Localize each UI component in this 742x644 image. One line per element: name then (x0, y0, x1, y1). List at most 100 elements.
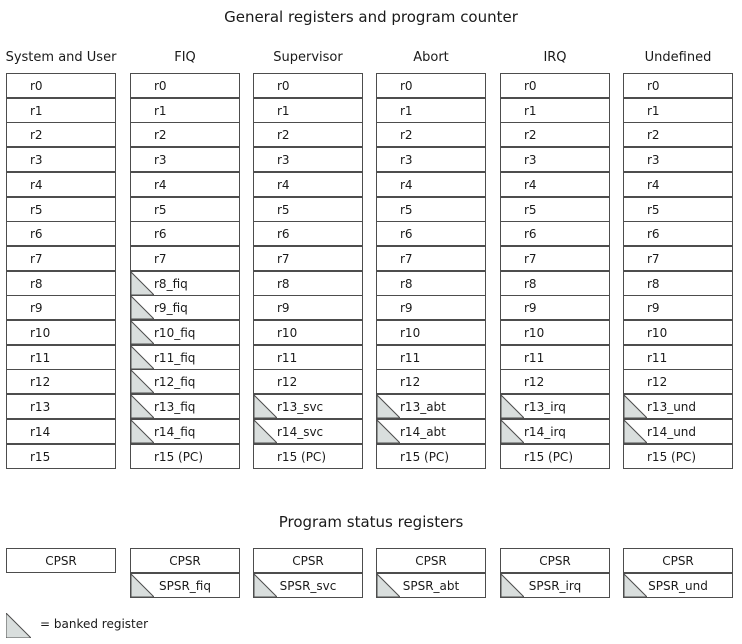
register-label: r6 (277, 227, 290, 241)
register-cell: r12 (623, 369, 733, 394)
register-label: r3 (30, 153, 43, 167)
register-label: r9 (400, 301, 413, 315)
register-label: r3 (277, 153, 290, 167)
register-label: r14_svc (277, 425, 324, 439)
register-cell: r14 (6, 419, 116, 444)
register-label: r9 (277, 301, 290, 315)
register-label: r13 (30, 400, 51, 414)
register-cell: r11 (6, 345, 116, 370)
register-label: r10 (30, 326, 51, 340)
register-label: r15 (30, 450, 51, 464)
register-label: r6 (400, 227, 413, 241)
status-registers-title: Program status registers (278, 513, 464, 531)
banked-register-cell: r8_fiq (130, 271, 240, 296)
cpsr-label: CPSR (45, 554, 77, 568)
register-cell: r1 (623, 98, 733, 123)
banked-register-cell: r13_svc (253, 394, 363, 419)
register-cell: r1 (500, 98, 610, 123)
register-label: r14_abt (400, 425, 446, 439)
register-label: r2 (30, 128, 43, 142)
cpsr-label: CPSR (292, 554, 324, 568)
register-cell: r3 (130, 147, 240, 172)
register-label: r8 (400, 277, 413, 291)
register-label: r8_fiq (154, 277, 188, 291)
register-label: r7 (154, 252, 167, 266)
register-label: r1 (154, 104, 167, 118)
register-label: r11 (647, 351, 668, 365)
register-label: r1 (30, 104, 43, 118)
legend-label: = banked register (40, 617, 149, 631)
register-cell: r4 (623, 172, 733, 197)
banked-triangle-icon (501, 574, 524, 597)
legend-banked-swatch (6, 613, 31, 638)
banked-register-cell: r13_abt (376, 394, 486, 419)
register-cell: r2 (6, 122, 116, 147)
register-label: r15 (PC) (400, 450, 449, 464)
banked-triangle-icon (131, 420, 154, 443)
register-cell: r10 (623, 320, 733, 345)
mode-header: Undefined (644, 50, 712, 65)
banked-triangle-icon (501, 395, 524, 418)
register-cell: r2 (130, 122, 240, 147)
register-label: r1 (647, 104, 660, 118)
register-label: r1 (524, 104, 537, 118)
register-cell: r13 (6, 394, 116, 419)
register-cell: r5 (500, 197, 610, 222)
register-label: r2 (154, 128, 167, 142)
register-cell: r12 (253, 369, 363, 394)
register-cell: r15 (PC) (500, 444, 610, 469)
spsr-cell: SPSR_svc (253, 573, 363, 598)
register-cell: r8 (253, 271, 363, 296)
register-label: r2 (647, 128, 660, 142)
banked-triangle-icon (254, 574, 277, 597)
register-cell: r7 (253, 246, 363, 271)
banked-triangle-icon (131, 346, 154, 369)
banked-triangle-icon (377, 574, 400, 597)
cpsr-label: CPSR (539, 554, 571, 568)
register-cell: r1 (253, 98, 363, 123)
register-label: r11 (30, 351, 51, 365)
register-cell: r6 (500, 221, 610, 246)
banked-register-cell: r14_irq (500, 419, 610, 444)
register-cell: r0 (376, 73, 486, 98)
register-cell: r8 (500, 271, 610, 296)
register-cell: r8 (6, 271, 116, 296)
spsr-cell: SPSR_irq (500, 573, 610, 598)
register-cell: r0 (130, 73, 240, 98)
register-cell: r5 (623, 197, 733, 222)
register-cell: r12 (376, 369, 486, 394)
register-label: r14 (30, 425, 51, 439)
spsr-label: SPSR_und (648, 579, 708, 593)
register-label: r4 (647, 178, 660, 192)
register-label: r15 (PC) (647, 450, 696, 464)
spsr-label: SPSR_abt (402, 579, 460, 593)
register-cell: r3 (6, 147, 116, 172)
register-label: r13_abt (400, 400, 446, 414)
banked-triangle-icon (377, 395, 400, 418)
register-label: r9 (30, 301, 43, 315)
register-cell: r15 (PC) (376, 444, 486, 469)
register-cell: r9 (500, 295, 610, 320)
register-cell: r7 (623, 246, 733, 271)
banked-triangle-icon (6, 613, 31, 638)
banked-register-cell: r11_fiq (130, 345, 240, 370)
register-cell: r10 (253, 320, 363, 345)
register-cell: r6 (623, 221, 733, 246)
register-cell: r11 (500, 345, 610, 370)
register-label: r7 (30, 252, 43, 266)
register-label: r5 (30, 203, 43, 217)
register-cell: r10 (6, 320, 116, 345)
register-cell: r5 (6, 197, 116, 222)
register-cell: r4 (253, 172, 363, 197)
banked-register-cell: r13_irq (500, 394, 610, 419)
register-label: r12 (30, 375, 51, 389)
register-cell: r7 (376, 246, 486, 271)
register-label: r12 (524, 375, 545, 389)
banked-register-cell: r14_fiq (130, 419, 240, 444)
cpsr-cell: CPSR (130, 548, 240, 573)
register-label: r3 (524, 153, 537, 167)
register-cell: r4 (130, 172, 240, 197)
register-cell: r11 (253, 345, 363, 370)
register-label: r14_fiq (154, 425, 196, 439)
register-label: r10 (277, 326, 298, 340)
